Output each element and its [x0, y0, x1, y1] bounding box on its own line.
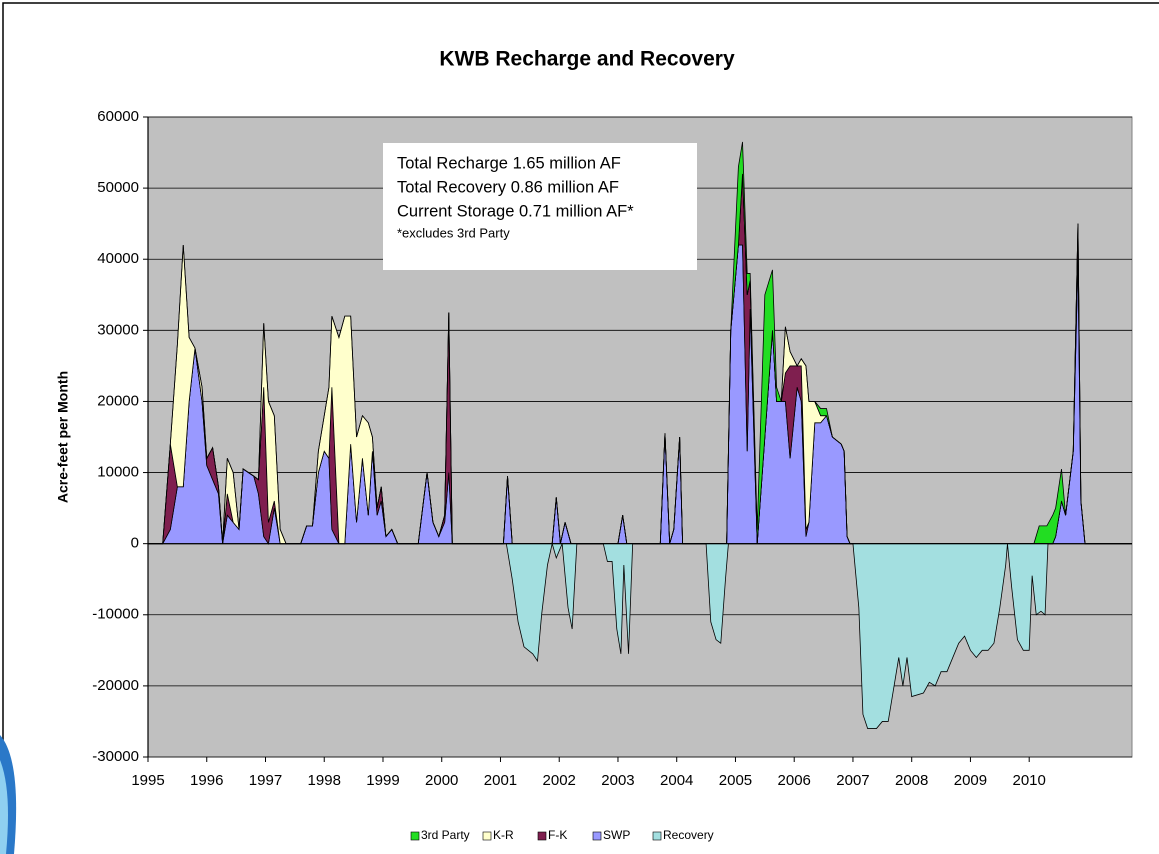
legend-swatch	[410, 831, 420, 841]
y-tick-label: -10000	[92, 606, 139, 623]
area	[505, 543, 1049, 729]
legend-swatch	[537, 831, 547, 841]
x-tick-label: 2005	[719, 772, 752, 789]
x-tick-label: 2009	[954, 772, 987, 789]
x-tick-label: 2003	[601, 772, 634, 789]
x-tick-label: 2000	[425, 772, 458, 789]
legend-label: 3rd Party	[421, 828, 470, 842]
y-tick-label: 20000	[97, 392, 139, 409]
annotation: Current Storage 0.71 million AF*	[397, 202, 634, 220]
annotation-box	[383, 143, 697, 270]
legend-label: Recovery	[663, 828, 714, 842]
decoration	[0, 760, 8, 854]
legend-swatch	[482, 831, 492, 841]
x-tick-label: 1999	[366, 772, 399, 789]
annotation: Total Recharge 1.65 million AF	[397, 154, 621, 172]
x-tick-label: 2010	[1013, 772, 1046, 789]
y-tick-label: 60000	[97, 108, 139, 125]
x-tick-label: 2004	[660, 772, 693, 789]
y-tick-label: 40000	[97, 250, 139, 267]
annotation: Total Recovery 0.86 million AF	[397, 178, 619, 196]
y-tick-label: -30000	[92, 748, 139, 765]
x-tick-label: 1997	[249, 772, 282, 789]
x-tick-label: 2001	[484, 772, 517, 789]
y-tick-label: 10000	[97, 464, 139, 481]
x-tick-label: 2008	[895, 772, 928, 789]
y-tick-label: 50000	[97, 179, 139, 196]
x-tick-label: 1995	[131, 772, 164, 789]
area	[148, 141, 1132, 545]
chart-title: KWB Recharge and Recovery	[439, 48, 735, 71]
annotation: *excludes 3rd Party	[397, 225, 510, 240]
x-tick-label: 1998	[308, 772, 341, 789]
x-tick-label: 2007	[836, 772, 869, 789]
legend-swatch	[652, 831, 662, 841]
y-tick-label: -20000	[92, 677, 139, 694]
legend-label: SWP	[603, 828, 630, 842]
legend-label: F-K	[548, 828, 567, 842]
legend-swatch	[592, 831, 602, 841]
x-tick-label: 1996	[190, 772, 223, 789]
x-tick-label: 2006	[778, 772, 811, 789]
y-tick-label: 30000	[97, 321, 139, 338]
y-axis-label: Acre-feet per Month	[55, 371, 71, 503]
x-tick-label: 2002	[543, 772, 576, 789]
legend-label: K-R	[493, 828, 514, 842]
y-tick-label: 0	[131, 535, 139, 552]
